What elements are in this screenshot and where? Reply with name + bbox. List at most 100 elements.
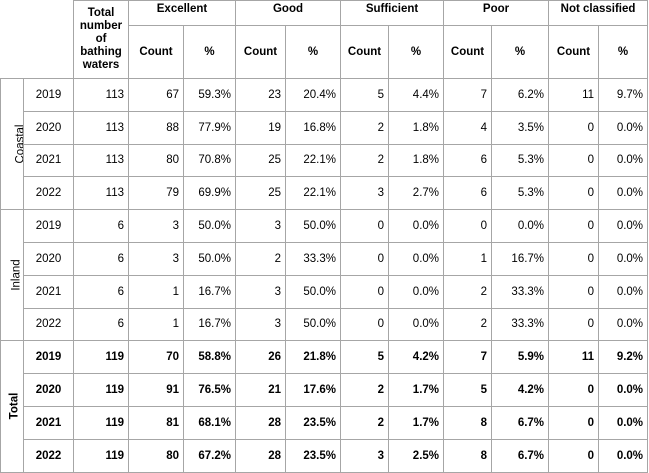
count-cell: 1: [128, 307, 184, 342]
count-cell: 0: [340, 241, 389, 276]
header-row-categories: Total number of bathing waters Excellent…: [0, 0, 649, 79]
table-row: Total 2019 119 70 58.8% 26 21.8% 5 4.2% 7 5.9% 11 9.…: [0, 340, 649, 473]
group-label-coastal: Coastal: [0, 77, 24, 211]
count-cell: 88: [128, 110, 184, 145]
table-row: 2020 6 3 50.0% 2 33.3% 0 0.0% 1 16.7% 0 0.0%: [1, 241, 649, 276]
year-cell: 2022: [23, 176, 74, 211]
percent-cell: 50.0%: [183, 209, 236, 243]
count-cell: 23: [235, 78, 286, 112]
count-cell: 6: [443, 176, 493, 211]
count-cell: 3: [235, 209, 286, 243]
count-cell: 0: [548, 209, 600, 243]
percent-cell: 33.3%: [491, 307, 550, 342]
year-cell: 2021: [23, 143, 74, 178]
year-cell: 2021: [23, 405, 74, 440]
count-cell: 80: [128, 143, 184, 178]
count-cell: 1: [443, 241, 493, 276]
percent-cell: 0.0%: [598, 209, 649, 243]
table-row: 2021 6 1 16.7% 3 50.0% 0 0.0% 2 33.3% 0 0.0%: [1, 274, 649, 309]
percent-cell: 17.6%: [285, 373, 341, 407]
total-cell: 113: [73, 78, 129, 112]
header-total-bathing-waters: Total number of bathing waters: [73, 0, 129, 79]
count-cell: 80: [128, 438, 184, 473]
count-cell: 2: [340, 373, 389, 407]
percent-cell: 0.0%: [387, 209, 445, 243]
percent-cell: 16.7%: [183, 307, 236, 342]
group-label-total: Total: [0, 340, 24, 473]
table-body: Coastal 2019 113 67 59.3% 23 20.4% 5 4.4% 7 6.2% 11…: [0, 77, 649, 473]
count-cell: 25: [235, 176, 286, 211]
year-cell: 2019: [23, 78, 74, 112]
count-cell: 0: [548, 110, 600, 145]
header-count: Count: [128, 25, 184, 79]
header-percent: %: [387, 25, 445, 79]
percent-cell: 16.8%: [285, 110, 341, 145]
count-cell: 6: [443, 143, 493, 178]
total-cell: 113: [73, 143, 129, 178]
count-cell: 25: [235, 143, 286, 178]
percent-cell: 4.4%: [387, 78, 445, 112]
year-cell: 2022: [23, 438, 74, 473]
percent-cell: 69.9%: [183, 176, 236, 211]
count-cell: 0: [548, 438, 600, 473]
percent-cell: 33.3%: [285, 241, 341, 276]
count-cell: 67: [128, 78, 184, 112]
percent-cell: 68.1%: [183, 405, 236, 440]
header-category-poor: Poor: [443, 0, 550, 26]
count-cell: 0: [548, 307, 600, 342]
percent-cell: 2.5%: [387, 438, 445, 473]
header-percent: %: [285, 25, 341, 79]
count-cell: 0: [548, 143, 600, 178]
total-cell: 6: [73, 307, 129, 342]
header-count: Count: [548, 25, 600, 79]
count-cell: 21: [235, 373, 286, 407]
percent-cell: 20.4%: [285, 78, 341, 112]
count-cell: 26: [235, 340, 286, 375]
count-cell: 91: [128, 373, 184, 407]
percent-cell: 0.0%: [598, 176, 649, 211]
year-cell: 2020: [23, 110, 74, 145]
total-cell: 6: [73, 209, 129, 243]
header-percent: %: [183, 25, 236, 79]
percent-cell: 4.2%: [491, 373, 550, 407]
count-cell: 0: [548, 241, 600, 276]
count-cell: 7: [443, 78, 493, 112]
count-cell: 2: [340, 143, 389, 178]
percent-cell: 1.7%: [387, 373, 445, 407]
count-cell: 3: [340, 176, 389, 211]
total-cell: 119: [73, 438, 129, 473]
year-cell: 2021: [23, 274, 74, 309]
count-cell: 28: [235, 405, 286, 440]
count-cell: 0: [548, 274, 600, 309]
percent-cell: 9.2%: [598, 340, 649, 375]
header-category-excellent: Excellent: [128, 0, 236, 26]
percent-cell: 76.5%: [183, 373, 236, 407]
table-row: Inland 2019 6 3 50.0% 3 50.0% 0 0.0% 0 0.0% 0 0.0%: [0, 209, 649, 342]
percent-cell: 5.9%: [491, 340, 550, 375]
total-cell: 113: [73, 176, 129, 211]
percent-cell: 0.0%: [598, 241, 649, 276]
percent-cell: 0.0%: [387, 307, 445, 342]
total-cell: 119: [73, 405, 129, 440]
percent-cell: 67.2%: [183, 438, 236, 473]
percent-cell: 5.3%: [491, 176, 550, 211]
percent-cell: 1.7%: [387, 405, 445, 440]
total-cell: 6: [73, 241, 129, 276]
count-cell: 19: [235, 110, 286, 145]
count-cell: 0: [548, 405, 600, 440]
percent-cell: 0.0%: [598, 307, 649, 342]
group-label-text: Total: [8, 393, 21, 420]
count-cell: 8: [443, 405, 493, 440]
percent-cell: 6.7%: [491, 438, 550, 473]
count-cell: 2: [235, 241, 286, 276]
count-cell: 2: [340, 110, 389, 145]
percent-cell: 0.0%: [598, 110, 649, 145]
count-cell: 5: [340, 340, 389, 375]
percent-cell: 77.9%: [183, 110, 236, 145]
group-label-text: Coastal: [14, 124, 24, 164]
count-cell: 3: [235, 307, 286, 342]
table-row: 2020 113 88 77.9% 19 16.8% 2 1.8% 4 3.5% 0 0.0%: [1, 110, 649, 145]
percent-cell: 50.0%: [285, 307, 341, 342]
percent-cell: 22.1%: [285, 176, 341, 211]
count-cell: 0: [340, 307, 389, 342]
